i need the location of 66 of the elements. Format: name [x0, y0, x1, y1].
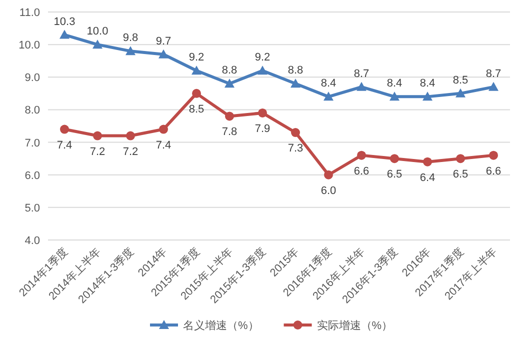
- data-label: 7.3: [288, 142, 304, 155]
- data-label: 6.6: [486, 165, 502, 178]
- data-label: 8.7: [486, 68, 502, 80]
- point: [291, 128, 300, 138]
- data-label: 8.4: [420, 78, 436, 90]
- point: [192, 66, 202, 75]
- point: [324, 92, 334, 101]
- point: [357, 150, 366, 160]
- point: [92, 40, 102, 49]
- data-label: 6.5: [386, 168, 402, 181]
- data-label: 9.8: [122, 32, 138, 44]
- data-label: 7.4: [156, 139, 172, 152]
- y-tick-label: 4.0: [24, 235, 40, 247]
- y-tick-label: 10.0: [18, 40, 40, 52]
- point: [126, 46, 136, 56]
- data-label: 7.2: [122, 146, 138, 158]
- point: [93, 131, 102, 140]
- point: [324, 170, 333, 180]
- legend-label: 实际增速（%）: [316, 319, 393, 332]
- point: [356, 82, 366, 91]
- data-label: 8.5: [188, 103, 204, 116]
- data-label: 9.7: [156, 35, 172, 48]
- point: [224, 78, 234, 88]
- data-label: 8.4: [320, 78, 336, 90]
- data-label: 6.0: [320, 184, 336, 197]
- point: [422, 92, 432, 101]
- point: [456, 88, 466, 98]
- data-label: 8.8: [222, 64, 238, 77]
- point: [390, 92, 400, 101]
- data-label: 6.5: [452, 168, 468, 181]
- y-tick-label: 7.0: [24, 137, 40, 150]
- data-label: 10.0: [86, 26, 108, 38]
- point: [489, 150, 498, 160]
- y-tick-label: 9.0: [24, 72, 40, 84]
- data-label: 6.6: [354, 165, 370, 178]
- data-label: 9.2: [188, 52, 204, 64]
- data-label: 6.4: [420, 172, 436, 184]
- point: [192, 88, 201, 98]
- point: [456, 154, 465, 164]
- point: [488, 82, 498, 91]
- data-label: 9.2: [254, 52, 270, 64]
- point: [225, 112, 234, 121]
- y-tick-label: 6.0: [24, 170, 40, 182]
- data-label: 8.7: [354, 68, 370, 80]
- legend-label: 名义增速（%）: [183, 319, 259, 332]
- point: [258, 108, 267, 118]
- point: [60, 30, 70, 39]
- point: [159, 124, 168, 134]
- point: [158, 49, 168, 58]
- data-label: 7.9: [254, 122, 270, 135]
- data-label: 8.5: [452, 74, 468, 86]
- point: [126, 131, 135, 140]
- point: [258, 66, 268, 75]
- data-label: 8.8: [288, 64, 304, 77]
- point: [423, 157, 432, 166]
- y-tick-label: 5.0: [24, 202, 40, 214]
- point: [60, 124, 69, 134]
- data-label: 7.2: [90, 146, 106, 158]
- y-tick-label: 11.0: [19, 7, 40, 19]
- data-label: 8.4: [386, 78, 402, 90]
- data-label: 10.3: [54, 16, 76, 28]
- point: [290, 78, 300, 88]
- point: [390, 154, 399, 164]
- data-label: 7.8: [222, 126, 238, 138]
- y-tick-label: 8.0: [24, 104, 40, 117]
- data-label: 7.4: [56, 139, 72, 152]
